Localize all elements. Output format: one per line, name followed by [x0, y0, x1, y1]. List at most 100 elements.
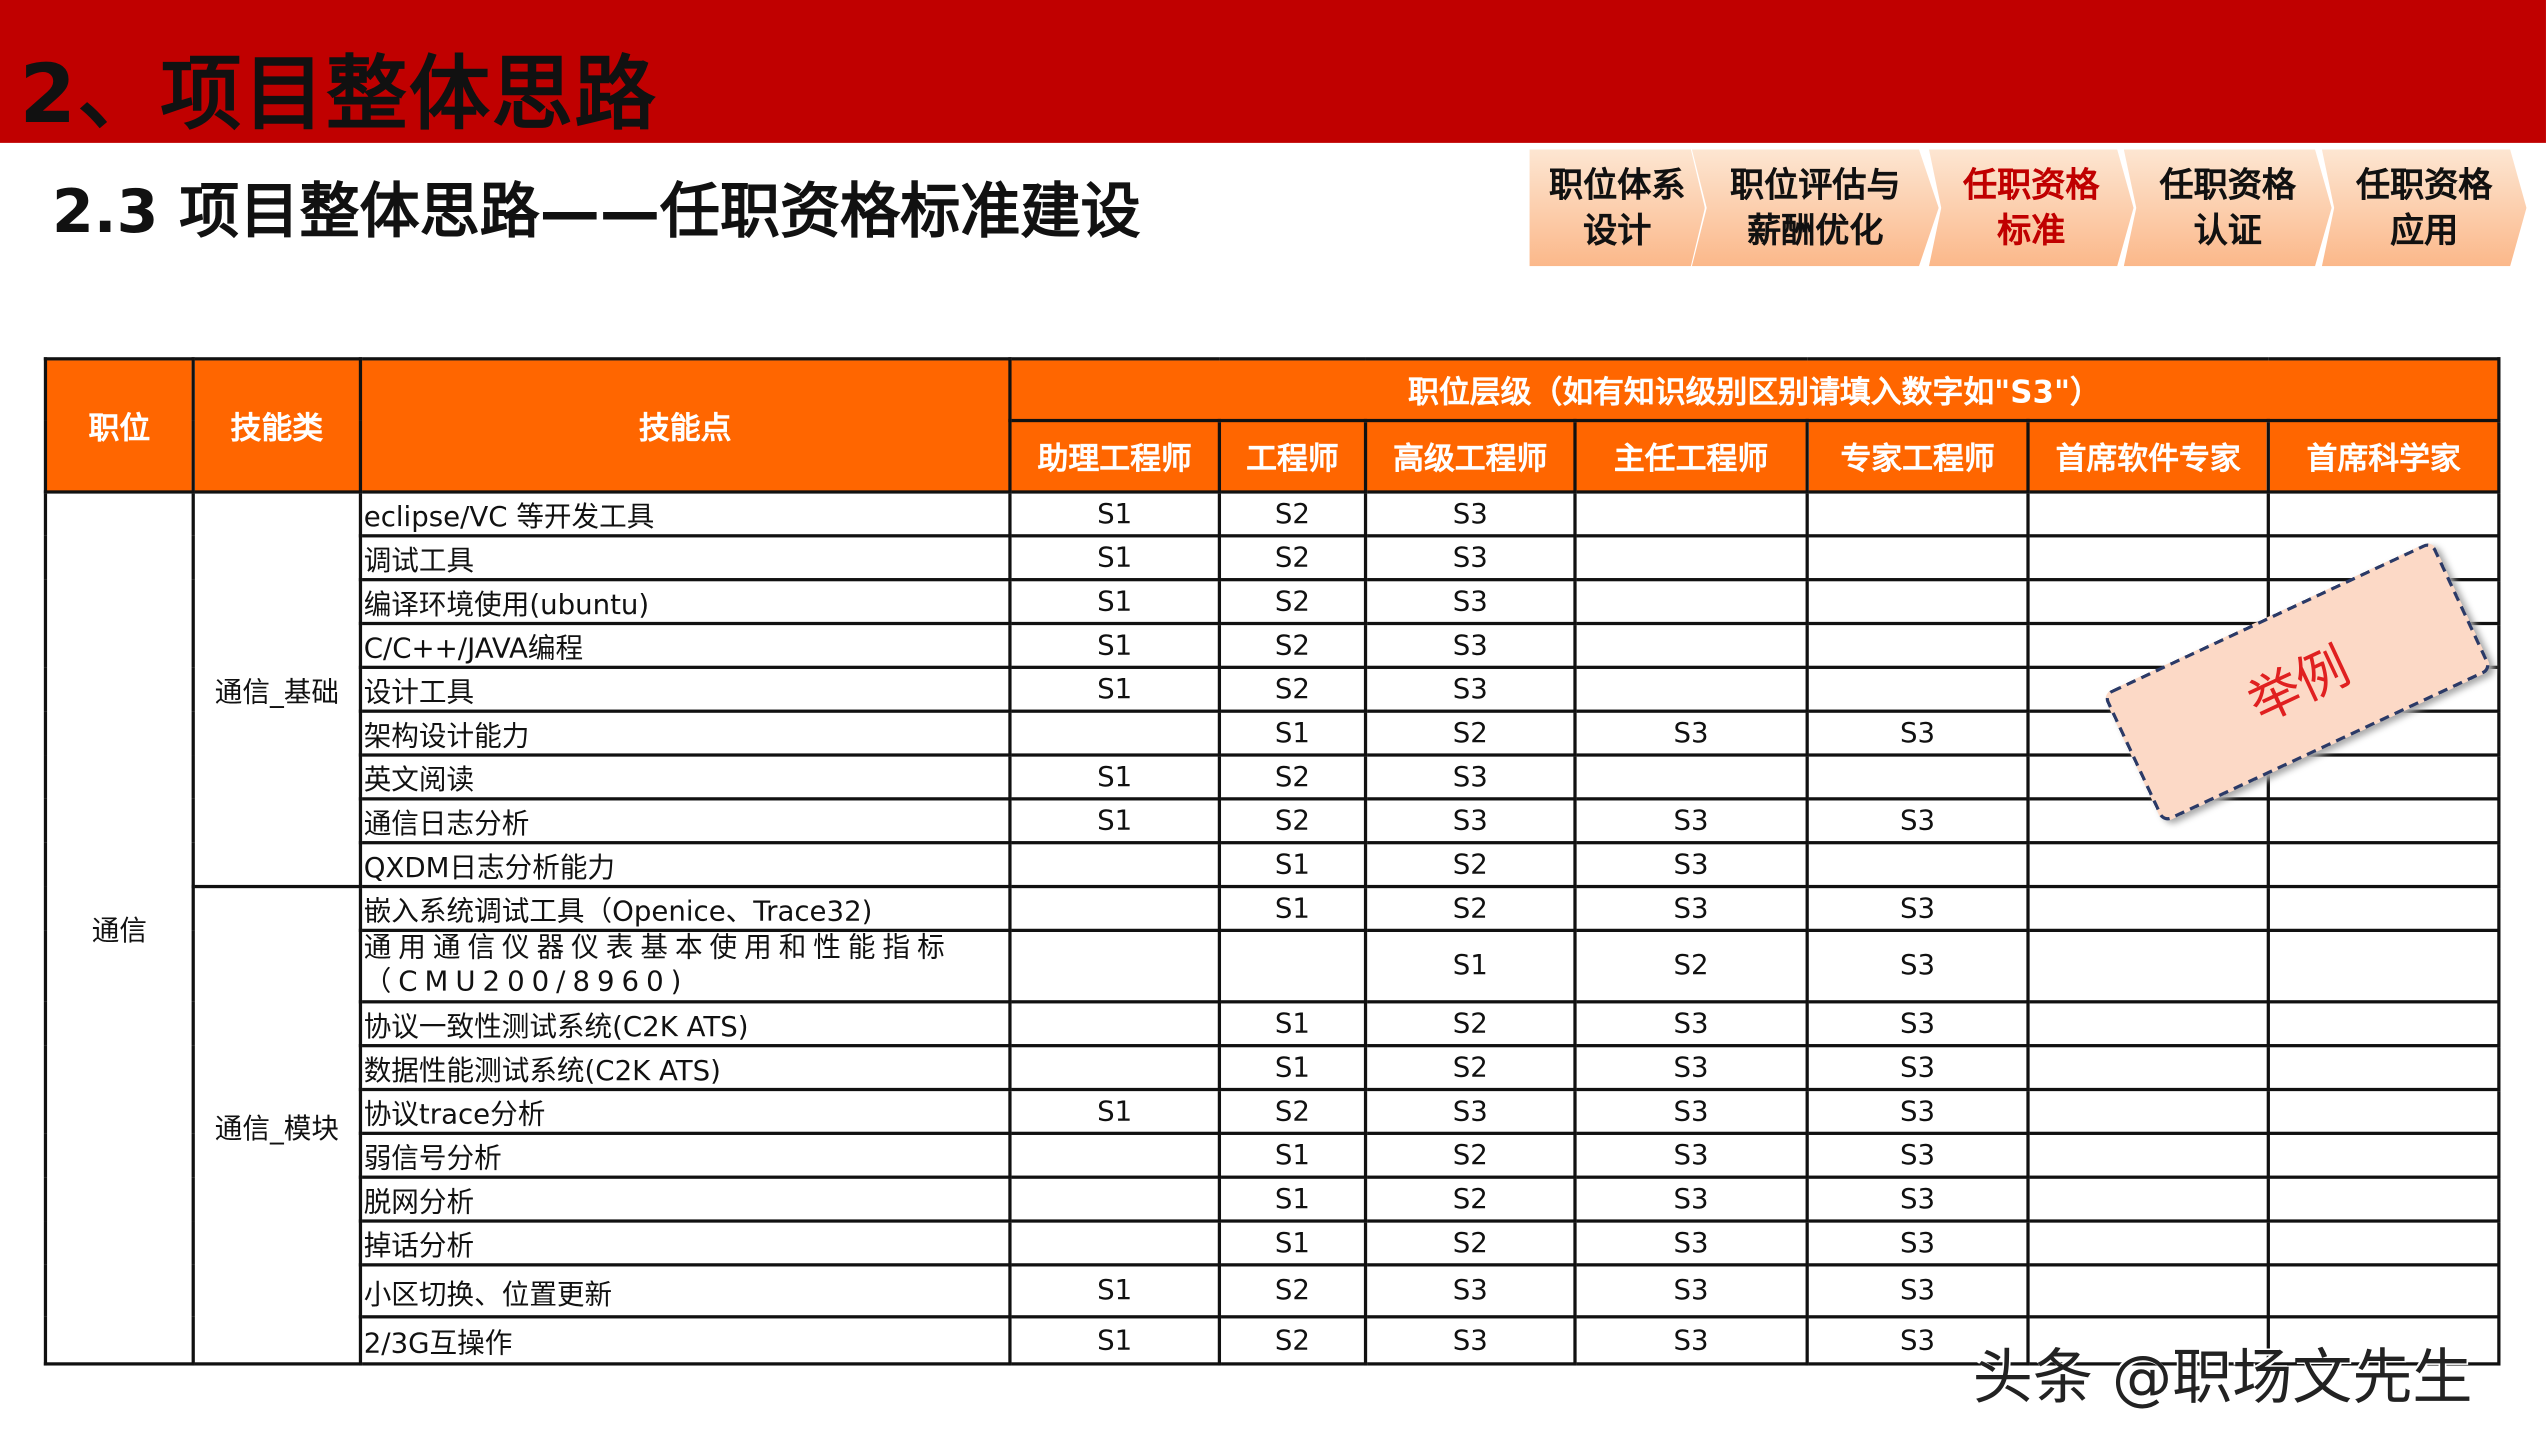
level-cell: S2	[1363, 884, 1577, 933]
level-cell	[1008, 1000, 1222, 1048]
level-cell	[2266, 884, 2501, 933]
level-cell	[2266, 797, 2501, 845]
skill-point-cell: 英文阅读	[358, 753, 1012, 801]
level-cell: S1	[1008, 1263, 1222, 1319]
level-cell: S3	[1363, 753, 1577, 801]
skill-point-cell: 掉话分析	[358, 1219, 1012, 1267]
level-cell: S3	[1573, 1219, 1809, 1267]
table-row: 脱网分析 S1 S2 S3 S3	[45, 1175, 2501, 1223]
table-row: 通信 通信_基础 eclipse/VC 等开发工具 S1 S2 S3	[43, 490, 2501, 1366]
level-cell: S3	[1805, 797, 2030, 845]
position-cell: 通信	[43, 490, 195, 1366]
level-cell: S3	[1573, 884, 1809, 933]
level-cell	[2026, 490, 2270, 538]
step-line2: 设计	[1583, 211, 1652, 251]
skill-point-cell: 架构设计能力	[358, 709, 1012, 757]
level-cell: S2	[1363, 1044, 1577, 1092]
step-line1: 职位评估与	[1730, 165, 1901, 205]
level-cell	[2266, 1219, 2501, 1267]
level-cell: S3	[1363, 1315, 1577, 1366]
level-cell: S1	[1008, 665, 1222, 713]
level-cell: S3	[1363, 490, 1577, 538]
level-cell: S3	[1573, 1263, 1809, 1319]
level-cell: S2	[1217, 534, 1368, 582]
level-cell	[1008, 1219, 1222, 1267]
level-cell: S2	[1217, 1263, 1368, 1319]
skill-point-cell: eclipse/VC 等开发工具	[358, 490, 1012, 538]
process-step-5: 任职资格 应用	[2321, 149, 2527, 267]
step-line1: 任职资格	[2355, 165, 2493, 205]
level-cell: S3	[1805, 884, 2030, 933]
level-cell	[2266, 928, 2501, 1004]
header-level-group: 职位层级（如有知识级别区别请填入数字如"S3"）	[1008, 357, 2501, 423]
step-line2: 标准	[1997, 211, 2066, 251]
level-cell: S2	[1363, 709, 1577, 757]
skill-point-cell: 调试工具	[358, 534, 1012, 582]
level-cell	[2266, 1131, 2501, 1179]
level-cell: S3	[1363, 1263, 1577, 1319]
step-line2: 薪酬优化	[1747, 211, 1884, 251]
level-cell: S2	[1363, 1000, 1577, 1048]
level-cell: S3	[1573, 1315, 1809, 1366]
table-row: 编译环境使用(ubuntu) S1 S2 S3	[45, 578, 2501, 626]
level-cell	[1573, 490, 1809, 538]
level-cell	[2266, 1000, 2501, 1048]
level-cell: S3	[1573, 1000, 1809, 1048]
header-level: 高级工程师	[1363, 418, 1577, 494]
level-cell: S1	[1363, 928, 1577, 1004]
skill-point-cell: 脱网分析	[358, 1175, 1012, 1223]
level-cell	[1573, 534, 1809, 582]
skill-point-cell: 2/3G互操作	[358, 1315, 1012, 1366]
level-cell	[1008, 1044, 1222, 1092]
level-cell	[1008, 884, 1222, 933]
skill-point-cell: 数据性能测试系统(C2K ATS)	[358, 1044, 1012, 1092]
header-level: 首席科学家	[2266, 418, 2501, 494]
level-cell	[1805, 621, 2030, 669]
level-cell: S3	[1573, 1044, 1809, 1092]
level-cell: S1	[1217, 1044, 1368, 1092]
process-step-3: 任职资格 标准	[1928, 149, 2134, 267]
level-cell	[2026, 884, 2270, 933]
level-cell: S2	[1217, 490, 1368, 538]
level-cell: S2	[1217, 621, 1368, 669]
level-cell	[1573, 753, 1809, 801]
title-bar	[0, 0, 2546, 143]
level-cell	[2266, 1044, 2501, 1092]
table-row: C/C++/JAVA编程 S1 S2 S3	[45, 621, 2501, 669]
table-row: 通用通信仪器仪表基本使用和性能指标（CMU200/8960) S1 S2 S3	[45, 928, 2501, 1004]
qualification-table: 职位 技能类 技能点 职位层级（如有知识级别区别请填入数字如"S3"） 助理工程师 工程师…	[43, 357, 2501, 1366]
watermark: 头条 @职场文先生	[1972, 1342, 2473, 1413]
slide-subtitle: 2.3 项目整体思路——任职资格标准建设	[51, 176, 1141, 247]
level-cell: S1	[1217, 1175, 1368, 1223]
skill-point-cell: C/C++/JAVA编程	[358, 621, 1012, 669]
step-line2: 应用	[2390, 211, 2459, 251]
table-row: QXDM日志分析能力 S1 S2 S3	[45, 841, 2501, 889]
level-cell	[2026, 1175, 2270, 1223]
skill-point-cell: 弱信号分析	[358, 1131, 1012, 1179]
process-step-2: 职位评估与 薪酬优化	[1691, 149, 1939, 267]
level-cell: S1	[1008, 490, 1222, 538]
level-cell: S1	[1217, 1219, 1368, 1267]
level-cell: S1	[1008, 753, 1222, 801]
header-skill-point: 技能点	[358, 357, 1012, 494]
level-cell: S2	[1363, 1131, 1577, 1179]
level-cell: S1	[1008, 1087, 1222, 1135]
level-cell: S1	[1217, 841, 1368, 889]
table-row: 英文阅读 S1 S2 S3	[45, 753, 2501, 801]
skill-point-cell: 通用通信仪器仪表基本使用和性能指标（CMU200/8960)	[358, 928, 1012, 1004]
header-skill-class: 技能类	[191, 357, 363, 494]
header-level: 工程师	[1217, 418, 1368, 494]
level-cell	[1008, 1175, 1222, 1223]
skill-point-cell: QXDM日志分析能力	[358, 841, 1012, 889]
level-cell	[1573, 665, 1809, 713]
step-line1: 任职资格	[1963, 165, 2100, 205]
level-cell: S3	[1805, 709, 2030, 757]
level-cell: S1	[1008, 621, 1222, 669]
skill-point-cell: 通信日志分析	[358, 797, 1012, 845]
header-position: 职位	[43, 357, 195, 494]
level-cell	[2026, 1044, 2270, 1092]
level-cell: S3	[1805, 1219, 2030, 1267]
table-row: 协议一致性测试系统(C2K ATS) S1 S2 S3 S3	[45, 1000, 2501, 1048]
level-cell: S2	[1363, 841, 1577, 889]
table-row: 小区切换、位置更新 S1 S2 S3 S3 S3	[45, 1263, 2501, 1319]
